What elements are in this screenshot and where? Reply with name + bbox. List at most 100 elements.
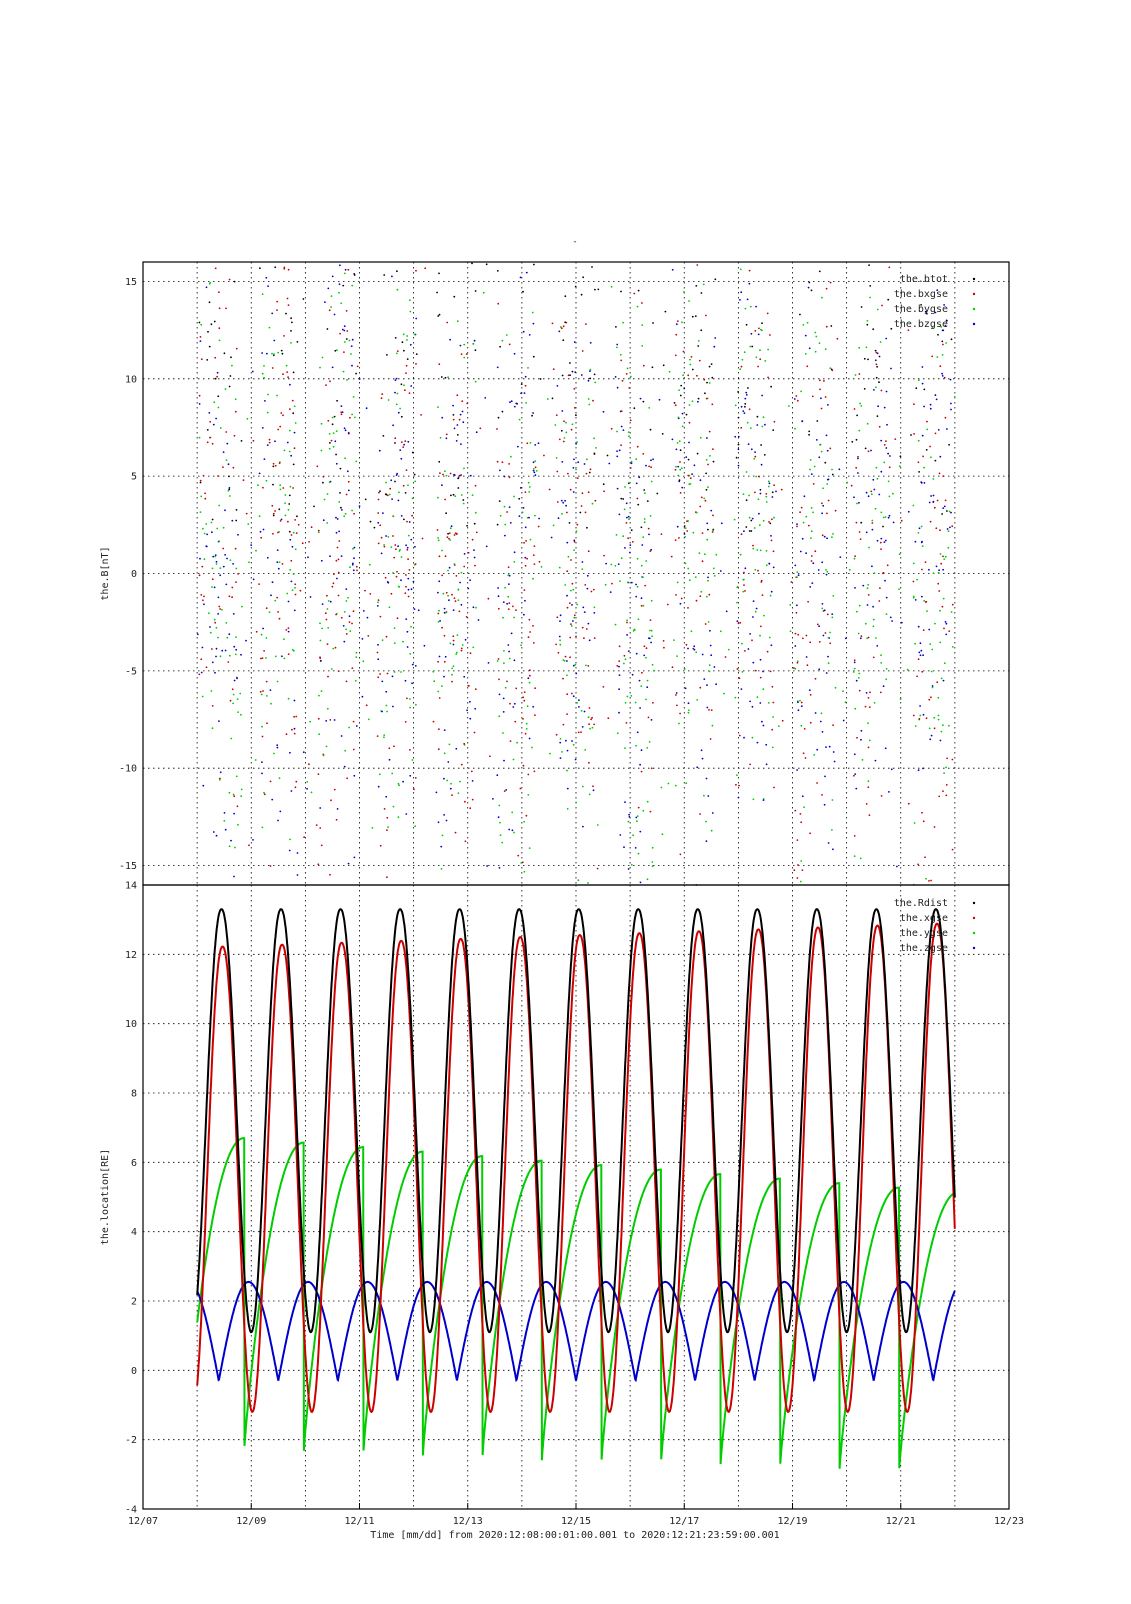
b-field-point [294, 593, 297, 596]
b-field-point [814, 677, 817, 680]
b-field-point [353, 273, 356, 275]
b-field-point [831, 616, 834, 619]
b-field-point [625, 522, 628, 524]
b-field-point [620, 557, 623, 560]
b-field-point [228, 278, 231, 281]
b-field-point [804, 757, 807, 759]
b-field-point [934, 622, 936, 625]
b-field-point [411, 682, 413, 685]
b-field-point [591, 502, 594, 505]
b-field-point [867, 746, 870, 749]
b-field-point [295, 715, 298, 718]
b-field-point [294, 583, 297, 586]
b-field-point [384, 576, 387, 579]
b-field-point [285, 312, 287, 315]
b-field-point [215, 626, 218, 629]
b-field-point [650, 459, 652, 462]
b-field-point [677, 465, 680, 468]
b-field-point [460, 494, 463, 496]
b-field-point [565, 431, 568, 434]
b-field-point [445, 819, 448, 822]
b-field-point [380, 397, 383, 400]
b-field-point [747, 443, 750, 445]
b-field-point [377, 599, 380, 601]
b-field-point [460, 647, 463, 650]
b-field-point [680, 384, 683, 387]
b-field-point [826, 512, 828, 515]
b-field-point [369, 520, 372, 523]
b-field-point [408, 521, 411, 523]
b-field-point [561, 751, 563, 753]
b-field-point [627, 431, 630, 433]
b-field-point [870, 490, 873, 493]
b-field-point [591, 716, 593, 719]
b-field-point [444, 498, 446, 501]
b-field-point [283, 266, 286, 269]
b-field-point [635, 458, 638, 461]
b-field-point [211, 567, 214, 570]
b-field-point [453, 563, 456, 565]
b-field-point [623, 662, 625, 665]
b-field-point [616, 386, 619, 389]
b-field-point [388, 493, 391, 496]
b-field-point [392, 805, 395, 808]
b-field-point [767, 376, 769, 379]
b-field-point [448, 537, 450, 540]
b-field-point [879, 341, 882, 343]
b-field-point [588, 793, 591, 796]
b-field-point [448, 743, 451, 746]
b-field-point [396, 392, 399, 395]
b-field-point [406, 546, 409, 549]
bottom-y-tick-label: -4 [125, 1505, 137, 1516]
b-field-point [704, 392, 706, 395]
b-field-point [265, 276, 268, 279]
b-field-point [391, 498, 393, 500]
b-field-point [406, 335, 409, 337]
b-field-point [522, 290, 524, 293]
b-field-point [489, 755, 491, 758]
b-field-point [824, 775, 826, 778]
b-field-point [929, 407, 932, 410]
b-field-point [415, 317, 418, 320]
b-field-point [524, 375, 527, 378]
b-field-point [524, 732, 527, 735]
b-field-point [748, 282, 751, 285]
b-field-point [381, 393, 384, 395]
b-field-point [377, 676, 380, 679]
top-y-tick-label: 15 [125, 277, 137, 288]
b-field-point [642, 400, 645, 403]
b-field-point [754, 451, 756, 453]
b-field-point [627, 515, 630, 518]
b-field-point [930, 879, 932, 882]
b-field-point [336, 577, 338, 580]
b-field-point [283, 267, 286, 270]
b-field-point [474, 380, 477, 383]
b-field-point [675, 594, 677, 596]
b-field-point [328, 447, 331, 450]
b-field-point [214, 555, 217, 558]
b-field-point [935, 527, 938, 530]
b-field-point [466, 402, 469, 405]
b-field-point [210, 521, 213, 524]
b-field-point [944, 416, 947, 419]
b-field-point [630, 462, 633, 465]
b-field-point [496, 428, 498, 430]
b-field-point [824, 348, 827, 351]
b-field-point [211, 442, 214, 445]
b-field-point [338, 530, 340, 533]
b-field-point [400, 671, 402, 673]
b-field-point [602, 483, 605, 486]
b-field-point [739, 299, 741, 301]
b-field-point [209, 631, 212, 634]
top-legend-marker [972, 307, 976, 311]
b-field-point [585, 323, 587, 325]
b-field-point [760, 444, 762, 446]
b-field-point [272, 465, 275, 468]
b-field-point [276, 394, 278, 397]
b-field-point [942, 790, 944, 792]
b-field-point [749, 305, 752, 308]
b-field-point [767, 702, 770, 704]
b-field-point [308, 541, 310, 543]
b-field-point [661, 433, 664, 435]
chart-title: - [572, 237, 577, 247]
